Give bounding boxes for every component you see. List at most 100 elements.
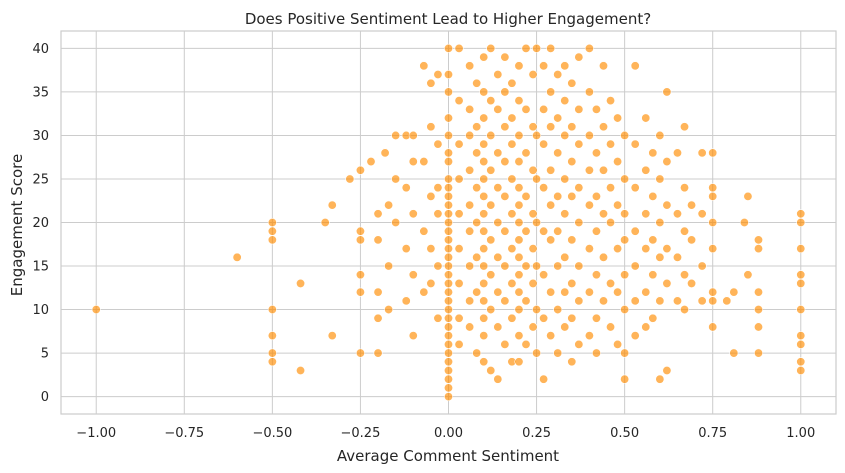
data-point [553,148,563,158]
data-point [443,252,453,262]
data-point [567,278,577,288]
chart-title: Does Positive Sentiment Lead to Higher E… [245,10,651,28]
data-point [500,52,510,62]
data-point [479,191,489,201]
data-point [584,165,594,175]
data-point [521,296,531,306]
data-point [465,61,475,71]
data-point [408,331,418,341]
data-point [546,200,556,210]
data-point [697,261,707,271]
data-point [426,278,436,288]
data-point [708,244,718,254]
data-point [553,70,563,80]
y-tick-label: 30 [32,129,49,144]
data-point [514,235,524,245]
data-point [584,287,594,297]
data-point [514,130,524,140]
data-point [401,296,411,306]
data-point [672,209,682,219]
data-point [500,339,510,349]
data-point [584,130,594,140]
data-point [697,209,707,219]
data-point [514,305,524,315]
data-point [532,348,542,358]
data-point [539,139,549,149]
data-point [366,157,376,167]
data-point [796,365,806,375]
data-point [560,287,570,297]
data-point [443,270,453,280]
data-point [532,174,542,184]
data-point [267,305,277,315]
y-tick-label: 5 [41,347,49,362]
data-point [560,252,570,262]
data-point [472,183,482,193]
data-point [743,270,753,280]
data-point [567,78,577,88]
data-point [479,139,489,149]
data-point [443,87,453,97]
data-point [560,61,570,71]
data-point [796,305,806,315]
data-point [753,287,763,297]
data-point [514,357,524,367]
data-point [472,218,482,228]
data-point [500,157,510,167]
data-point [507,244,517,254]
data-point [655,296,665,306]
data-point [672,252,682,262]
x-tick-label: 0.25 [522,426,551,441]
data-point [539,270,549,280]
data-point [546,287,556,297]
data-point [514,287,524,297]
data-point [620,374,630,384]
data-point [465,165,475,175]
data-point [486,270,496,280]
data-point [479,244,489,254]
data-point [408,209,418,219]
data-point [454,174,464,184]
data-point [641,244,651,254]
data-point [648,313,658,323]
data-point [454,209,464,219]
data-point [454,313,464,323]
data-point [539,183,549,193]
data-point [443,174,453,184]
data-point [539,104,549,114]
data-point [486,165,496,175]
data-point [355,270,365,280]
data-point [598,61,608,71]
data-point [443,278,453,288]
data-point [697,296,707,306]
data-point [620,348,630,358]
y-tick-label: 25 [32,172,49,187]
data-point [606,139,616,149]
data-point [539,374,549,384]
data-point [584,331,594,341]
data-point [443,374,453,384]
data-point [373,348,383,358]
data-point [443,183,453,193]
data-point [680,305,690,315]
data-point [355,226,365,236]
data-point [479,174,489,184]
data-point [500,261,510,271]
data-point [419,157,429,167]
data-point [567,357,577,367]
x-tick-label: −1.00 [76,426,116,441]
data-point [443,322,453,332]
data-point [433,209,443,219]
data-point [532,261,542,271]
data-point [521,104,531,114]
data-point [433,261,443,271]
data-point [479,113,489,123]
data-point [373,235,383,245]
data-point [553,261,563,271]
data-point [514,157,524,167]
data-point [655,252,665,262]
data-point [708,218,718,228]
data-point [426,191,436,201]
data-point [606,96,616,106]
